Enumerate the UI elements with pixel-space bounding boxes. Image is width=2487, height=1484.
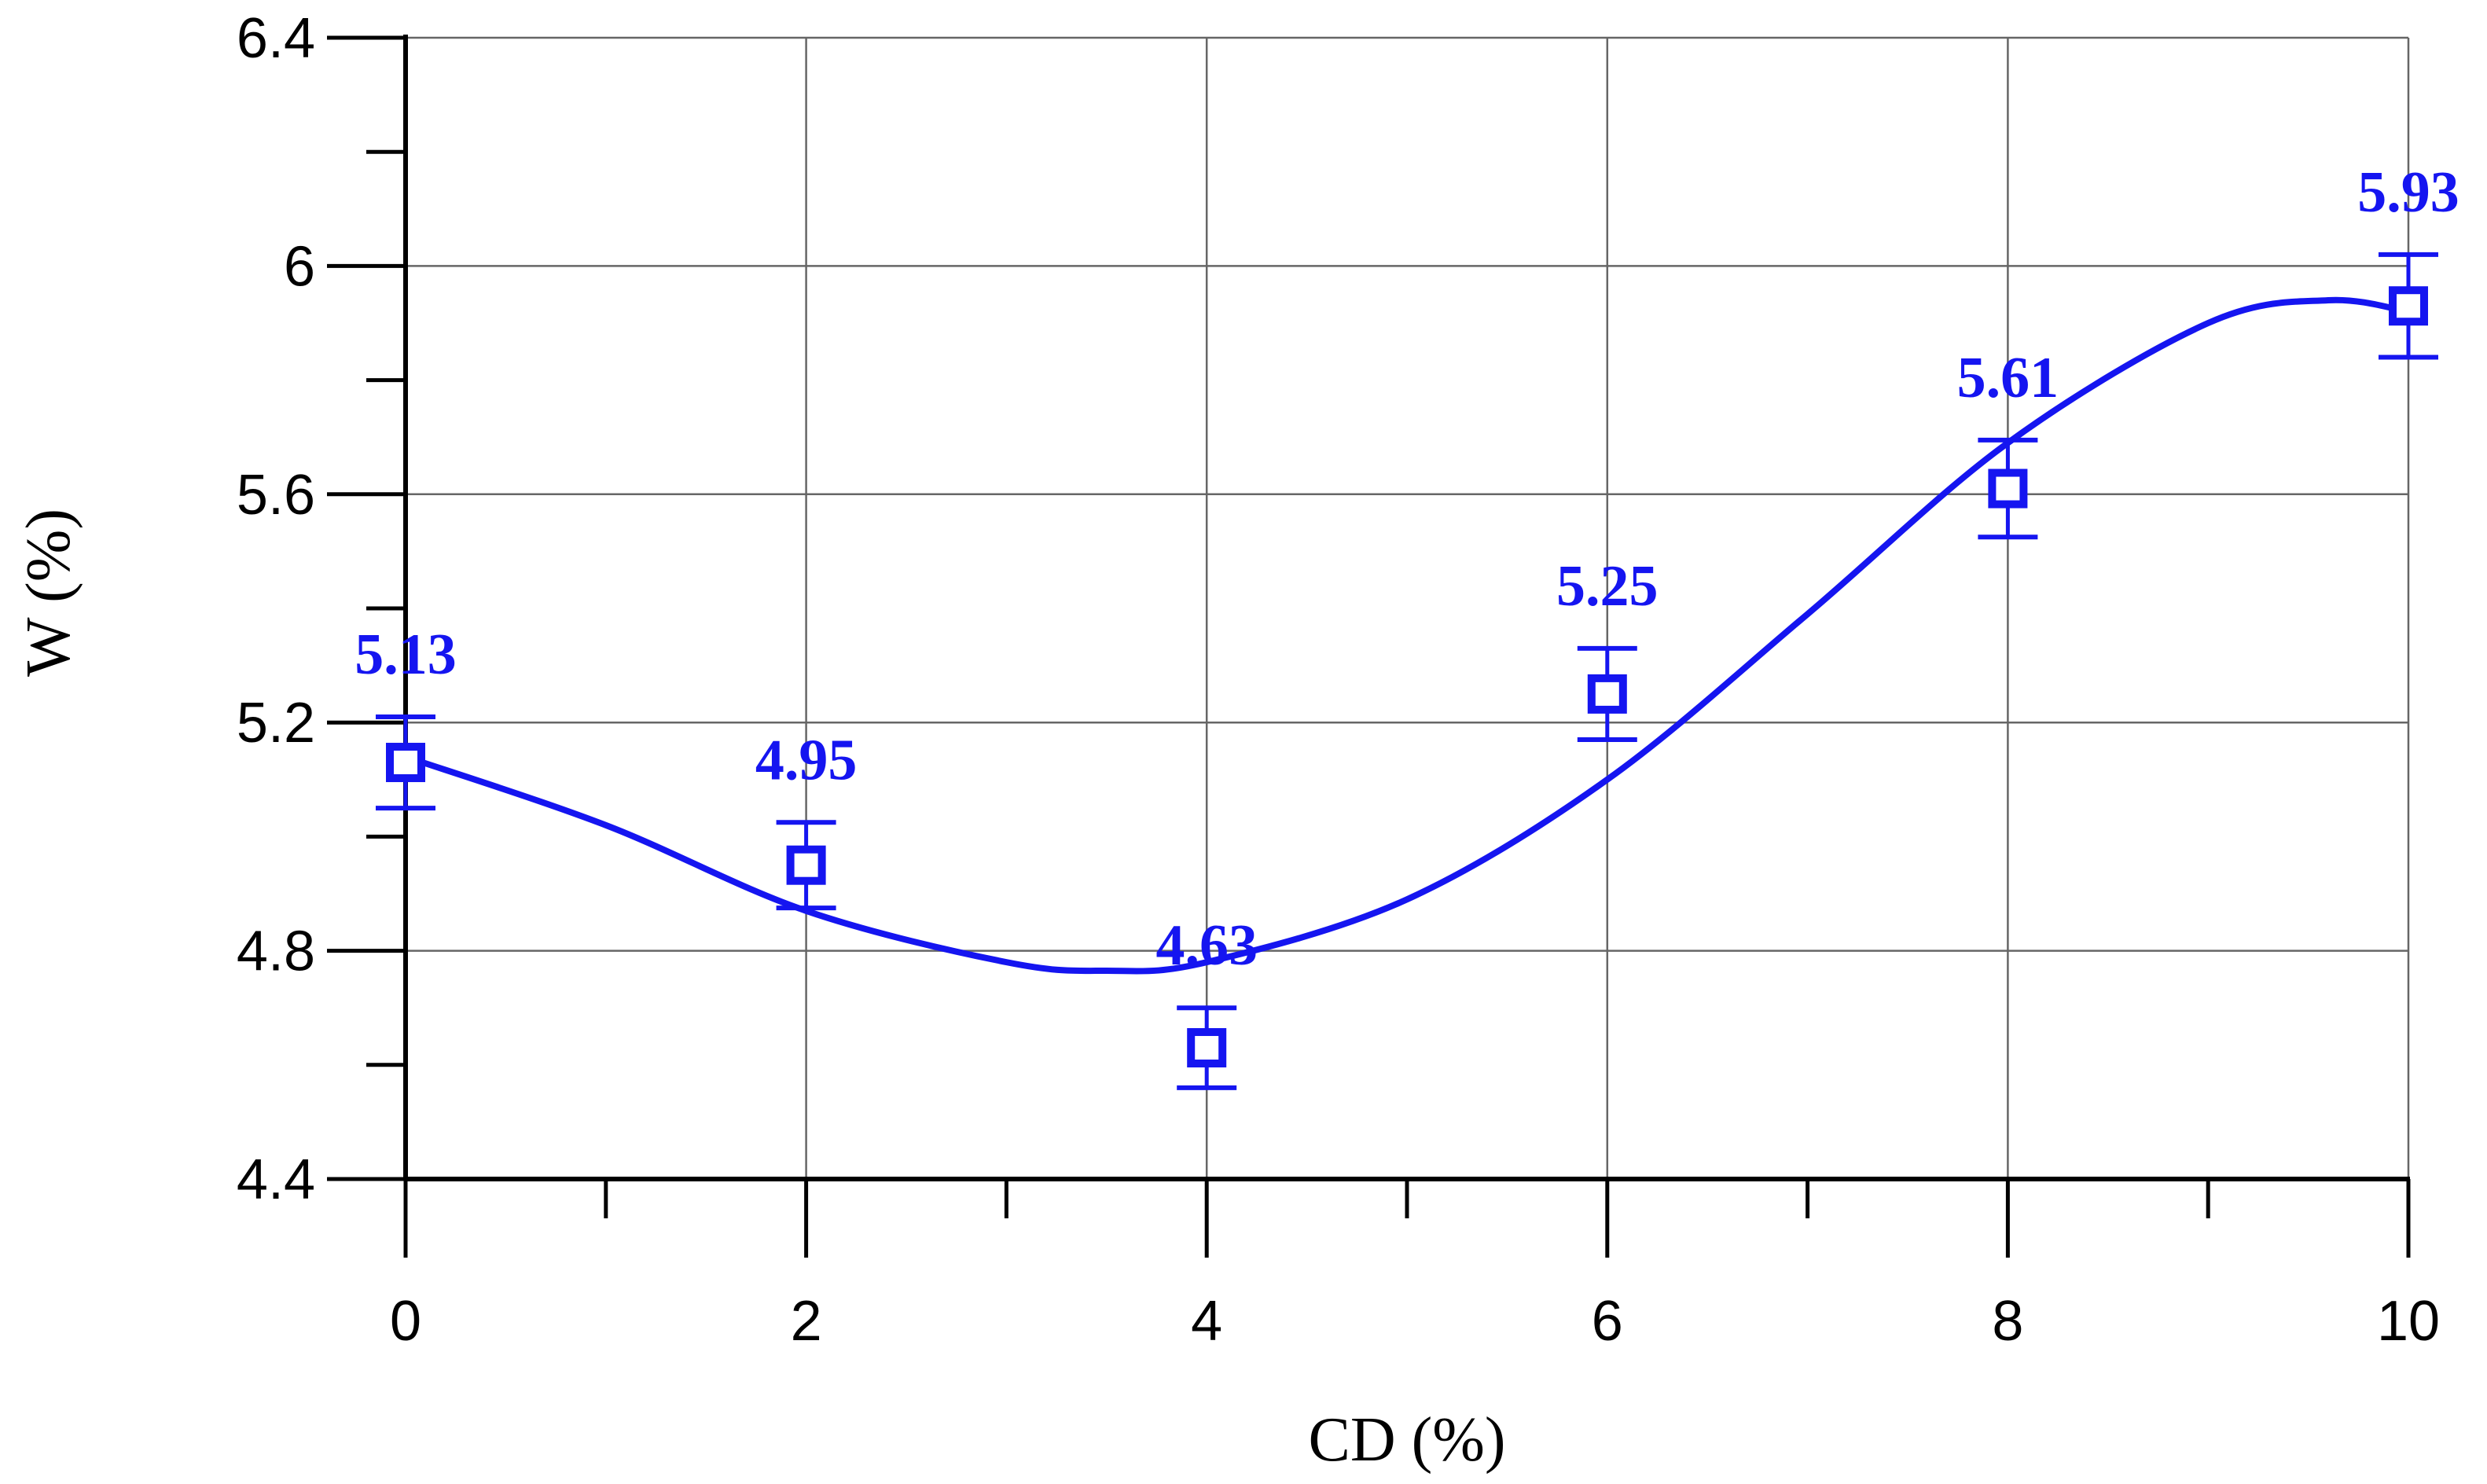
y-axis-title: W (%) (14, 509, 83, 677)
y-tick-label: 5.2 (237, 692, 315, 755)
y-tick-label: 6.4 (237, 7, 315, 70)
data-point-marker (786, 845, 826, 885)
data-point-group: 5.13 (354, 623, 457, 811)
data-point-group: 5.61 (1957, 346, 2059, 540)
data-label: 4.63 (1155, 913, 1258, 978)
axis-layer: 4.4 4.8 5.2 5.6 6 6.4 0 2 4 6 8 10 (237, 7, 2440, 1353)
data-point-group: 4.63 (1155, 913, 1258, 1090)
data-label: 5.61 (1957, 346, 2059, 410)
x-axis-title: CD (%) (1308, 1405, 1505, 1475)
fit-curve (404, 296, 2409, 975)
data-label: 5.25 (1556, 554, 1659, 619)
data-point-marker (1587, 674, 1627, 714)
y-tick-label: 6 (284, 235, 315, 298)
x-tick-label: 0 (390, 1290, 421, 1353)
data-point-group: 5.93 (2357, 160, 2459, 360)
x-tick-label: 2 (791, 1290, 822, 1353)
x-tick-label: 4 (1191, 1290, 1222, 1353)
data-point-group: 4.95 (755, 728, 858, 911)
fit-curve-layer (404, 296, 2409, 975)
x-tick-label: 6 (1592, 1290, 1623, 1353)
grid-layer (406, 36, 2410, 1179)
data-label: 4.95 (755, 728, 858, 792)
data-point-marker (1988, 468, 2028, 509)
points-layer: 5.13 4.95 4.63 5.25 5.61 5.93 (354, 160, 2459, 1090)
x-tick-label: 8 (1992, 1290, 2023, 1353)
y-tick-label: 4.4 (237, 1148, 315, 1211)
y-tick-label: 5.6 (237, 464, 315, 527)
x-tick-label: 10 (2377, 1290, 2440, 1353)
data-label: 5.93 (2357, 160, 2459, 225)
data-point-marker (1187, 1028, 1227, 1068)
data-label: 5.13 (354, 623, 457, 687)
y-tick-label: 4.8 (237, 920, 315, 983)
data-point-marker (386, 743, 425, 783)
data-point-marker (2389, 286, 2428, 326)
data-point-group: 5.25 (1556, 554, 1659, 742)
